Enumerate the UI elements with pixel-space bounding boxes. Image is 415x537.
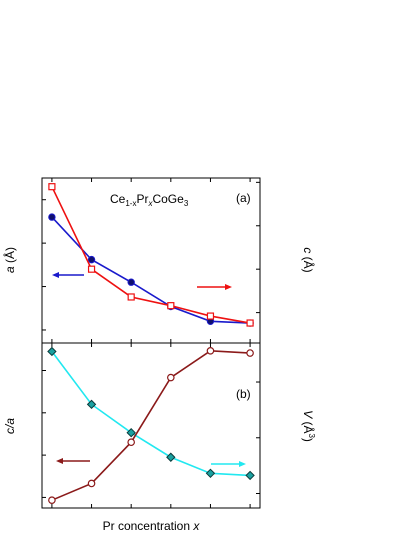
data-point bbox=[166, 452, 176, 462]
series-line bbox=[51, 186, 251, 324]
axis-arrow-head bbox=[225, 284, 232, 290]
c-over-a-axis-label: c/a bbox=[3, 418, 17, 434]
data-point bbox=[87, 479, 96, 488]
data-point bbox=[87, 265, 96, 273]
axis-arrow-head bbox=[239, 461, 246, 467]
data-point bbox=[48, 183, 56, 191]
data-point bbox=[86, 399, 97, 410]
data-point bbox=[47, 346, 57, 357]
data-point bbox=[246, 319, 254, 327]
data-point bbox=[126, 427, 136, 438]
data-point bbox=[127, 438, 135, 447]
formula-label: Ce1-xPrxCoGe3 bbox=[110, 192, 189, 208]
panel-b-frame bbox=[41, 342, 261, 509]
data-point bbox=[206, 312, 215, 320]
panel-a: (a) Ce1-xPrxCoGe3 a (Å) c (Å) bbox=[2, 177, 316, 344]
panel-a-ticks bbox=[42, 178, 260, 343]
data-point bbox=[48, 496, 56, 504]
axis-arrow-head bbox=[52, 272, 59, 278]
data-point bbox=[245, 470, 255, 481]
data-point bbox=[246, 349, 254, 357]
panel-a-label: (a) bbox=[236, 191, 251, 205]
data-point bbox=[167, 373, 175, 382]
data-point bbox=[167, 302, 175, 310]
panel-b-ticks bbox=[42, 343, 260, 508]
data-point bbox=[206, 347, 215, 355]
c-axis-label: c (Å) bbox=[301, 247, 316, 272]
data-point bbox=[127, 293, 135, 301]
panel-a-series bbox=[48, 183, 254, 327]
data-point bbox=[87, 255, 96, 264]
data-point bbox=[127, 278, 135, 286]
a-axis-label: a (Å) bbox=[2, 247, 17, 273]
series-line bbox=[51, 349, 251, 501]
series-line bbox=[51, 350, 251, 477]
x-axis-label: Pr concentration x bbox=[103, 519, 201, 533]
series-line bbox=[51, 216, 251, 324]
panel-b: (b) c/a V (Å3) Pr concentration x bbox=[3, 342, 316, 533]
panel-b-label: (b) bbox=[236, 387, 251, 401]
panel-b-series bbox=[47, 346, 255, 504]
axis-arrow-head bbox=[56, 458, 63, 464]
data-point bbox=[205, 468, 216, 479]
data-point bbox=[48, 213, 56, 221]
volume-axis-label: V (Å3) bbox=[301, 410, 316, 442]
